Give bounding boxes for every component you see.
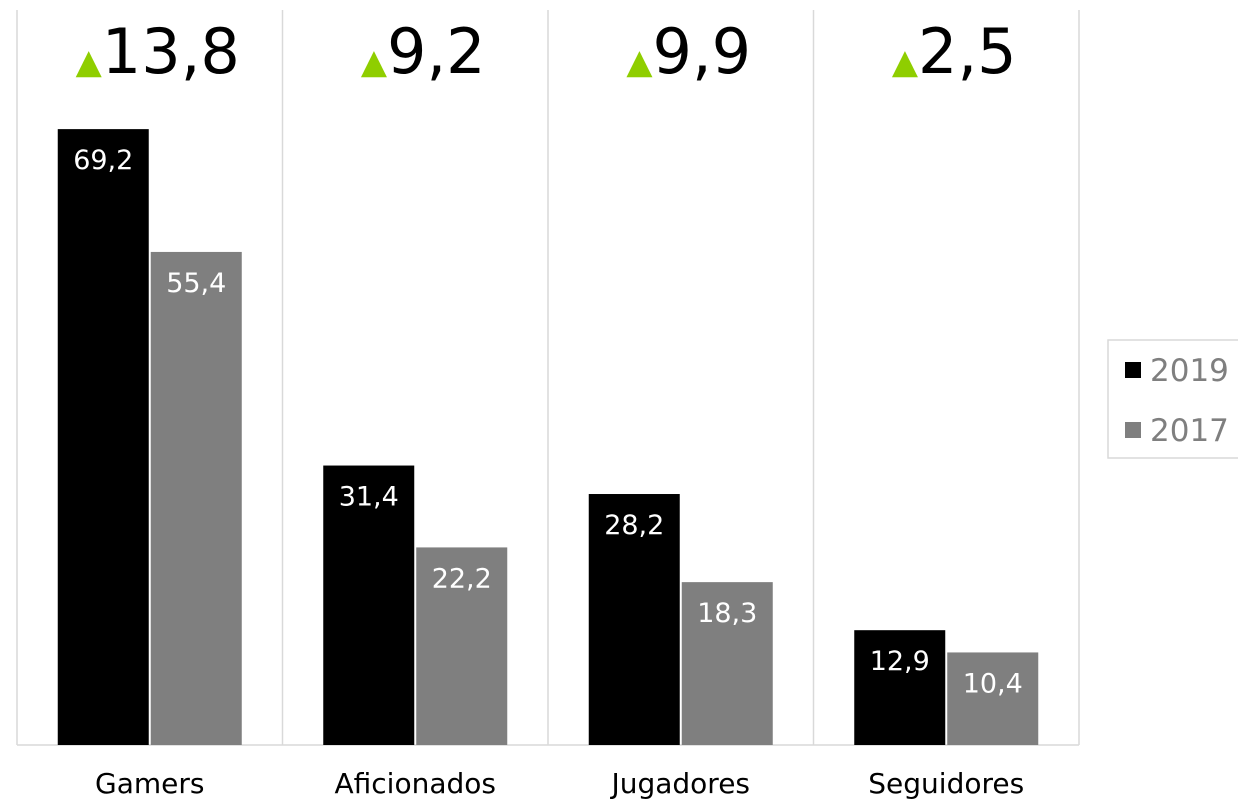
category-labels: Gamers Aficionados Jugadores Seguidores: [95, 767, 1024, 800]
change-annotations: ▲13,8 ▲9,2 ▲9,9 ▲2,5: [76, 15, 1017, 88]
change-value: 9,9: [653, 15, 752, 88]
bar-gamers-2017: [150, 251, 242, 745]
category-label-seguidores: Seguidores: [868, 767, 1024, 800]
bar-gamers-2019: [57, 129, 149, 745]
bar-aficionados-2017: [416, 547, 508, 745]
bar-jugadores-2019: [588, 494, 680, 745]
legend: 2019 2017: [1107, 339, 1238, 459]
category-label-jugadores: Jugadores: [609, 767, 750, 800]
bar-seguidores-2017: [947, 652, 1039, 745]
bar-value-labels: 69,2 55,4 31,4 22,2 28,2 18,3 12,9 10,4: [73, 145, 1023, 699]
bar-label-seguidores-2017: 10,4: [963, 668, 1023, 699]
legend-swatch-2017: [1125, 422, 1141, 438]
legend-label-2019: 2019: [1150, 353, 1229, 389]
change-value: 13,8: [102, 15, 240, 88]
bar-aficionados-2019: [323, 465, 415, 745]
bar-label-jugadores-2017: 18,3: [697, 598, 757, 629]
bar-label-aficionados-2019: 31,4: [339, 482, 399, 513]
up-triangle-icon: ▲: [76, 42, 103, 82]
bar-label-jugadores-2019: 28,2: [604, 510, 664, 541]
bar-label-gamers-2019: 69,2: [73, 145, 133, 176]
change-annotation-aficionados: ▲9,2: [361, 15, 486, 88]
category-label-gamers: Gamers: [95, 767, 204, 800]
change-value: 2,5: [918, 15, 1017, 88]
bars: [57, 129, 1039, 745]
change-annotation-seguidores: ▲2,5: [892, 15, 1017, 88]
change-value: 9,2: [387, 15, 486, 88]
up-triangle-icon: ▲: [626, 42, 653, 82]
legend-label-2017: 2017: [1150, 413, 1229, 449]
bar-label-gamers-2017: 55,4: [166, 268, 226, 299]
change-annotation-jugadores: ▲9,9: [626, 15, 751, 88]
bar-jugadores-2017: [681, 582, 773, 745]
change-annotation-gamers: ▲13,8: [76, 15, 240, 88]
legend-swatch-2019: [1125, 362, 1141, 378]
legend-box: [1107, 339, 1238, 459]
bar-seguidores-2019: [854, 630, 946, 745]
bar-label-seguidores-2019: 12,9: [870, 646, 930, 677]
bar-label-aficionados-2017: 22,2: [432, 563, 492, 594]
up-triangle-icon: ▲: [892, 42, 919, 82]
category-label-aficionados: Aficionados: [335, 767, 497, 800]
up-triangle-icon: ▲: [361, 42, 388, 82]
